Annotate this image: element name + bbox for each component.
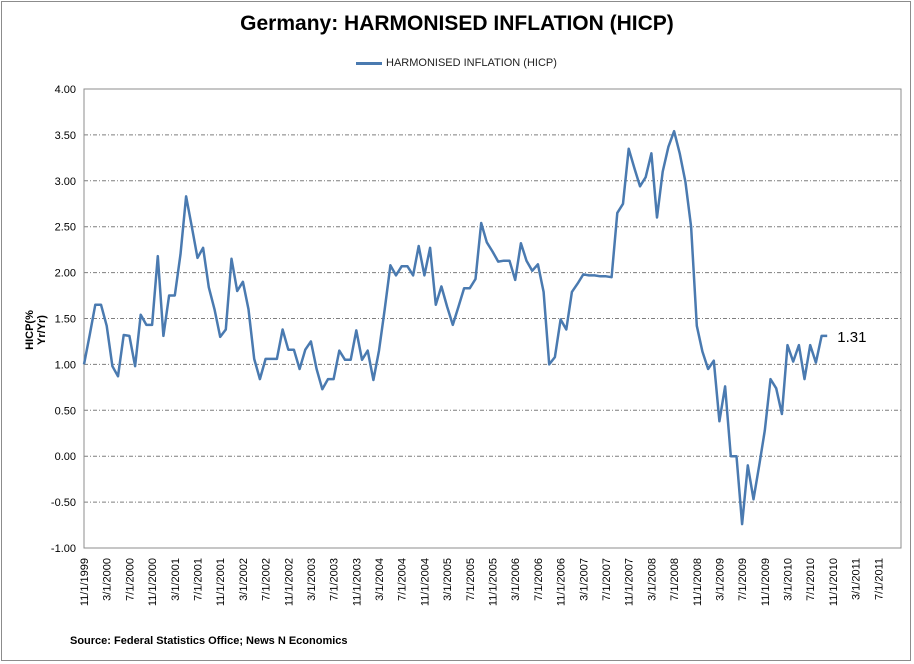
x-tick-label: 7/1/2003 [329, 558, 341, 601]
x-tick-label: 7/1/2001 [192, 558, 204, 601]
x-tick-label: 7/1/2004 [397, 558, 409, 601]
x-tick-label: 7/1/2009 [737, 558, 749, 601]
x-tick-label: 11/1/2004 [419, 558, 431, 606]
legend-swatch [356, 61, 382, 65]
x-tick-label: 11/1/2000 [147, 558, 159, 606]
x-tick-label: 11/1/2008 [692, 558, 704, 606]
last-value-label: 1.31 [837, 329, 866, 346]
x-tick-label: 11/1/1999 [79, 558, 91, 606]
x-tick-label: 11/1/2005 [488, 558, 500, 606]
source-note: Source: Federal Statistics Office; News … [70, 635, 348, 647]
x-tick-label: 11/1/2009 [760, 558, 772, 606]
y-tick-label: 4.00 [55, 84, 76, 96]
chart-legend: HARMONISED INFLATION (HICP) [356, 55, 557, 71]
plot-area [83, 88, 902, 549]
y-tick-label: 3.00 [55, 176, 76, 188]
x-tick-label: 7/1/2005 [465, 558, 477, 601]
y-tick-label: 0.00 [55, 451, 76, 463]
x-tick-label: 3/1/2002 [238, 558, 250, 601]
x-tick-label: 3/1/2010 [783, 558, 795, 601]
y-tick-label: 1.00 [55, 359, 76, 371]
x-tick-label: 11/1/2002 [283, 558, 295, 606]
legend-label: HARMONISED INFLATION (HICP) [386, 57, 557, 69]
y-tick-label: 2.50 [55, 222, 76, 234]
x-tick-label: 7/1/2006 [533, 558, 545, 601]
x-tick-label: 3/1/2011 [851, 558, 863, 600]
y-tick-label: -1.00 [51, 543, 76, 555]
x-tick-label: 3/1/2009 [714, 558, 726, 601]
series-line [82, 129, 828, 526]
x-tick-label: 11/1/2007 [624, 558, 636, 606]
x-tick-label: 7/1/2010 [805, 558, 817, 601]
y-tick-label: 3.50 [55, 130, 76, 142]
x-tick-label: 7/1/2007 [601, 558, 613, 601]
x-tick-label: 11/1/2003 [351, 558, 363, 606]
x-tick-label: 3/1/2006 [510, 558, 522, 601]
y-tick-label: 1.50 [55, 314, 76, 326]
x-tick-label: 7/1/2011 [873, 558, 885, 600]
x-tick-label: 11/1/2001 [215, 558, 227, 606]
x-tick-label: 7/1/2008 [669, 558, 681, 601]
x-tick-label: 3/1/2001 [170, 558, 182, 601]
y-tick-label: 2.00 [55, 268, 76, 280]
x-tick-label: 11/1/2010 [828, 558, 840, 606]
x-tick-label: 7/1/2002 [261, 558, 273, 601]
chart-title: Germany: HARMONISED INFLATION (HICP) [240, 12, 674, 35]
x-tick-label: 3/1/2000 [102, 558, 114, 601]
x-tick-label: 3/1/2003 [306, 558, 318, 601]
y-tick-label: -0.50 [51, 497, 76, 509]
x-tick-label: 11/1/2006 [556, 558, 568, 606]
x-tick-label: 3/1/2007 [578, 558, 590, 601]
x-tick-label: 3/1/2004 [374, 558, 386, 601]
x-tick-label: 7/1/2000 [124, 558, 136, 601]
x-tick-label: 3/1/2008 [646, 558, 658, 601]
x-tick-label: 3/1/2005 [442, 558, 454, 601]
y-tick-label: 0.50 [55, 405, 76, 417]
